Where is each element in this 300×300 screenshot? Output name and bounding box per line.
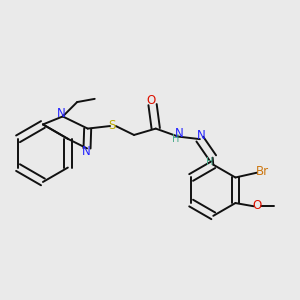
Text: N: N <box>174 127 183 140</box>
Text: O: O <box>146 94 156 107</box>
Text: O: O <box>253 199 262 212</box>
Text: N: N <box>82 145 90 158</box>
Text: H: H <box>172 134 179 144</box>
Text: N: N <box>197 129 206 142</box>
Text: H: H <box>206 158 213 167</box>
Text: S: S <box>108 118 115 132</box>
Text: Br: Br <box>255 165 268 178</box>
Text: N: N <box>57 107 65 120</box>
